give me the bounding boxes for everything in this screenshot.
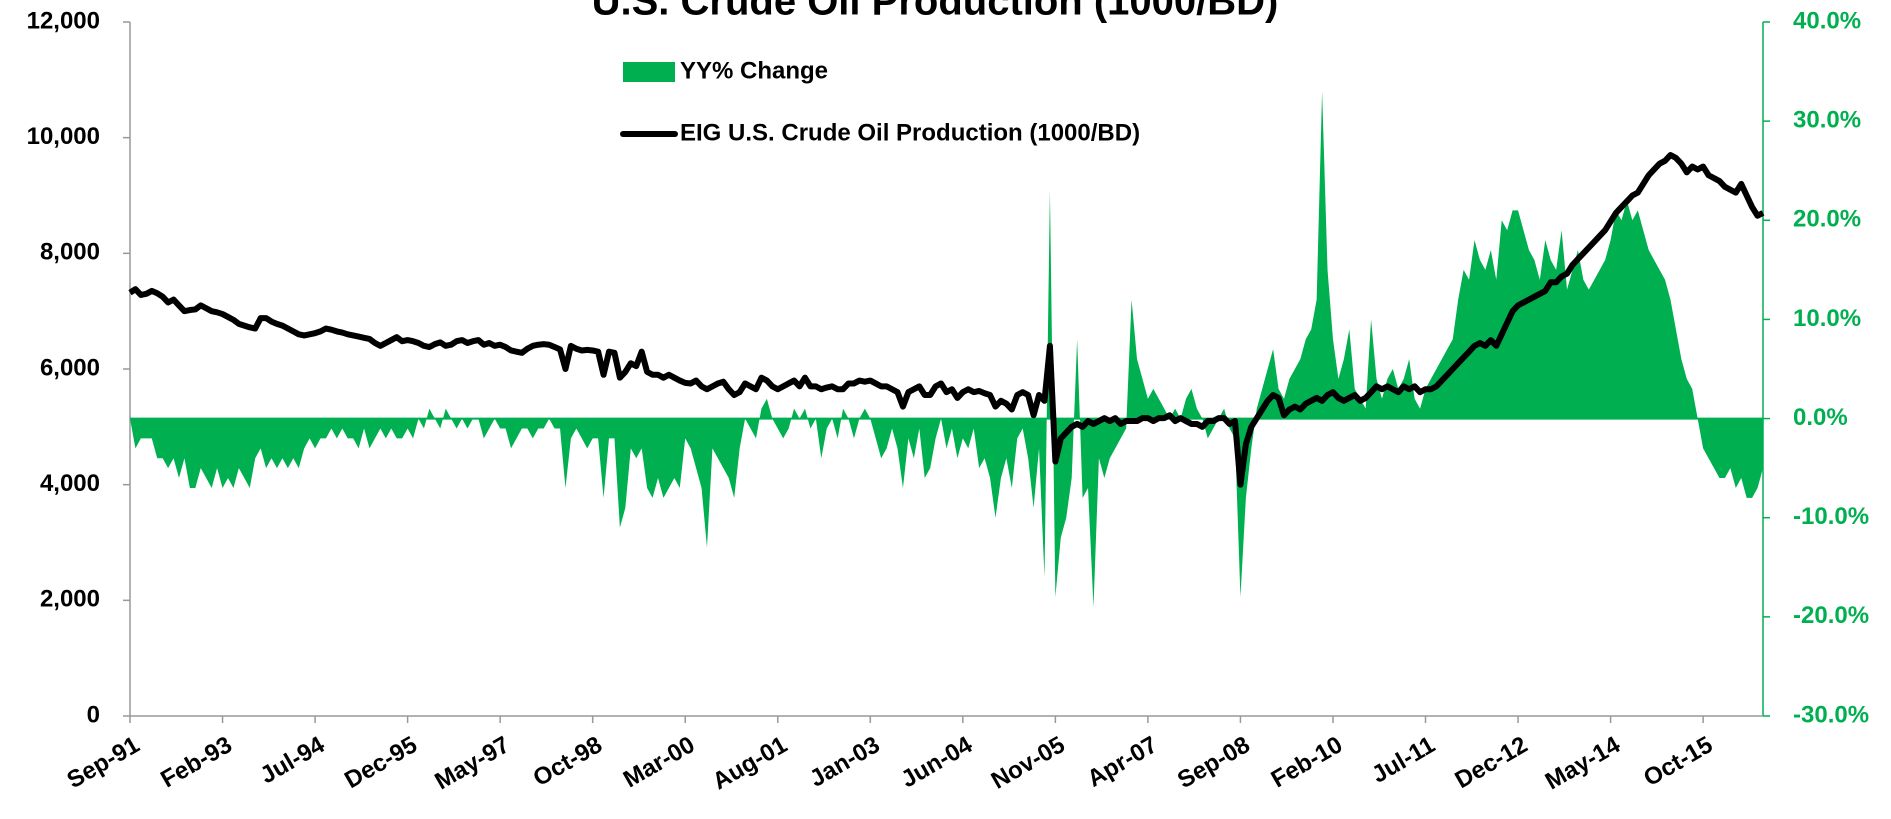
y-tick-label: 2,000 — [40, 586, 100, 613]
x-tick-label: Apr-07 — [1083, 731, 1162, 792]
y2-tick-label: -20.0% — [1793, 602, 1869, 629]
x-tick-label: Feb-93 — [156, 731, 236, 793]
y-tick-label: 6,000 — [40, 354, 100, 381]
y2-tick-label: 40.0% — [1793, 7, 1861, 34]
legend-label: YY% Change — [680, 57, 828, 84]
legend-swatch — [623, 62, 675, 82]
x-tick-label: Oct-98 — [529, 731, 607, 792]
y-tick-label: 4,000 — [40, 470, 100, 497]
x-tick-label: Jul-11 — [1367, 731, 1439, 788]
y2-tick-label: 10.0% — [1793, 305, 1861, 332]
y2-tick-label: -10.0% — [1793, 503, 1869, 530]
x-tick-label: Dec-12 — [1451, 731, 1533, 794]
y-tick-label: 8,000 — [40, 239, 100, 266]
y2-tick-label: 20.0% — [1793, 206, 1861, 233]
x-tick-label: Dec-95 — [340, 731, 422, 794]
x-tick-label: May-97 — [430, 731, 514, 795]
x-tick-label: Nov-05 — [987, 731, 1070, 794]
x-tick-label: Jun-04 — [897, 731, 978, 793]
x-tick-label: Sep-91 — [63, 731, 145, 794]
x-tick-label: Feb-10 — [1267, 731, 1347, 793]
y2-tick-label: 0.0% — [1793, 404, 1848, 431]
y-tick-label: 0 — [87, 701, 100, 728]
x-tick-label: Jul-94 — [256, 731, 330, 789]
chart-title: U.S. Crude Oil Production (1000/BD) — [592, 0, 1279, 24]
y-tick-label: 12,000 — [27, 7, 100, 34]
y2-tick-label: -30.0% — [1793, 701, 1869, 728]
x-tick-label: Oct-15 — [1639, 731, 1717, 792]
x-tick-label: Mar-00 — [619, 731, 700, 793]
production-line — [128, 152, 1765, 488]
x-tick-label: Aug-01 — [708, 731, 792, 795]
x-tick-label: Sep-08 — [1173, 731, 1255, 794]
y2-tick-label: 30.0% — [1793, 106, 1861, 133]
yoy-area — [130, 91, 1763, 607]
x-tick-label: May-14 — [1541, 731, 1626, 795]
y-tick-label: 10,000 — [27, 123, 100, 150]
legend-label: EIG U.S. Crude Oil Production (1000/BD) — [680, 119, 1140, 146]
x-tick-label: Jan-03 — [805, 731, 884, 792]
